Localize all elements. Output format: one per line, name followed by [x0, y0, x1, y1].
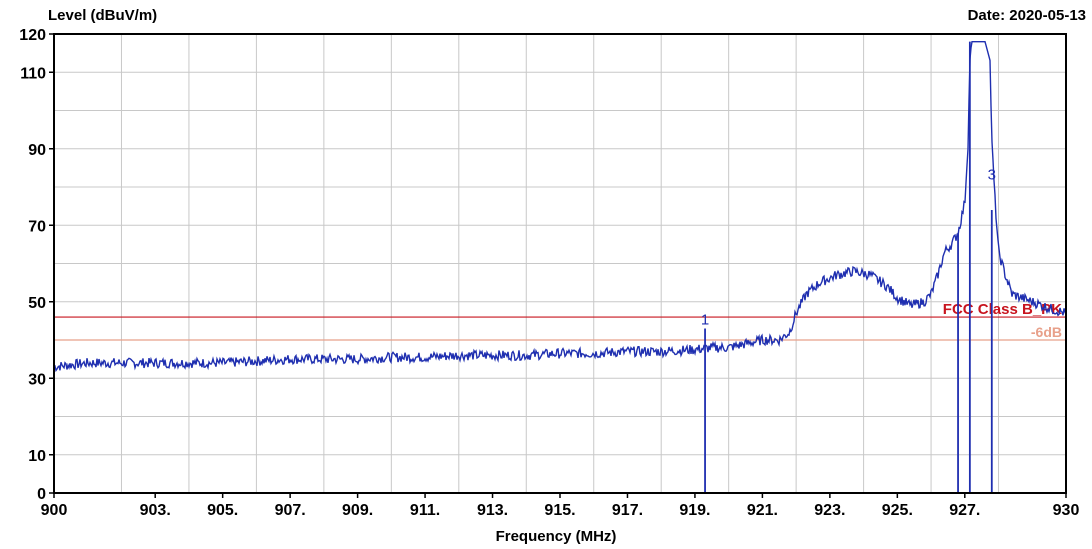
y-tick-label: 10 — [28, 448, 46, 465]
x-tick-label: 907. — [275, 502, 306, 519]
marker-label: 3 — [988, 166, 996, 183]
series-layer — [53, 41, 1067, 493]
limit-lines: FCC Class B_PK-6dB — [54, 301, 1066, 341]
x-tick-label: 911. — [410, 502, 440, 519]
x-tick-label: 915. — [544, 502, 575, 519]
x-tick-label: 923. — [814, 502, 845, 519]
x-tick-label: 927. — [949, 502, 980, 519]
x-tick-label: 917. — [612, 502, 643, 519]
y-tick-labels: 0 10 30 50 70 90 110 120 — [19, 27, 54, 503]
y-tick-label: 120 — [19, 27, 46, 44]
marker-label: 1 — [701, 312, 709, 329]
spectrum-trace — [53, 41, 1067, 373]
x-tick-label: 909. — [342, 502, 373, 519]
x-tick-labels: 900 903. 905. 907. 909. 911. 913. 915. 917. 919. 9… — [41, 493, 1080, 519]
x-tick-label: 919. — [679, 502, 710, 519]
x-tick-label: 930 — [1053, 502, 1080, 519]
limit-line-label: -6dB — [1031, 324, 1062, 340]
grid — [53, 33, 1067, 494]
x-tick-label: 905. — [207, 502, 238, 519]
y-tick-label: 50 — [28, 295, 46, 312]
x-tick-label: 913. — [477, 502, 508, 519]
x-axis-title: Frequency (MHz) — [496, 528, 617, 545]
x-tick-label: 903. — [140, 502, 171, 519]
y-tick-label: 70 — [28, 218, 46, 235]
marker-layer: 13 — [701, 166, 996, 328]
date-label: Date: 2020-05-13 — [968, 7, 1086, 24]
y-tick-label: 30 — [28, 371, 46, 388]
x-tick-label: 900 — [41, 502, 68, 519]
x-tick-label: 925. — [882, 502, 913, 519]
y-tick-label: 110 — [20, 65, 46, 82]
y-tick-label: 90 — [28, 142, 46, 159]
x-tick-label: 921. — [747, 502, 778, 519]
y-axis-label: Level (dBuV/m) — [48, 7, 157, 24]
y-tick-label: 0 — [37, 486, 46, 503]
